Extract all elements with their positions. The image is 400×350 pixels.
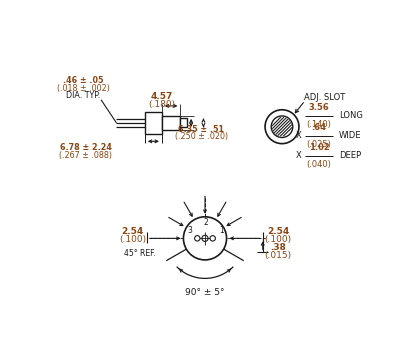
Text: 3: 3 bbox=[187, 226, 192, 235]
Text: (.025): (.025) bbox=[306, 140, 331, 149]
Text: (.140): (.140) bbox=[306, 120, 331, 129]
Circle shape bbox=[195, 236, 200, 241]
Text: (.040): (.040) bbox=[306, 160, 331, 169]
Text: 6.35 ± .51: 6.35 ± .51 bbox=[178, 125, 224, 133]
Text: X: X bbox=[296, 152, 302, 160]
Text: 4.57: 4.57 bbox=[151, 92, 173, 101]
Text: X: X bbox=[296, 132, 302, 140]
Bar bbox=[180, 118, 186, 127]
Circle shape bbox=[265, 110, 299, 144]
Text: (.100): (.100) bbox=[264, 234, 292, 244]
Text: 90° ± 5°: 90° ± 5° bbox=[185, 288, 225, 297]
Text: 2.54: 2.54 bbox=[267, 227, 289, 236]
Text: WIDE: WIDE bbox=[339, 132, 362, 140]
Text: .64: .64 bbox=[312, 123, 326, 132]
Text: (.015): (.015) bbox=[264, 251, 292, 260]
Text: ADJ. SLOT: ADJ. SLOT bbox=[304, 93, 345, 102]
Text: 6.78 ± 2.24: 6.78 ± 2.24 bbox=[60, 143, 112, 152]
Text: 45° REF.: 45° REF. bbox=[124, 249, 155, 258]
Bar bbox=[162, 116, 180, 130]
Text: (.180): (.180) bbox=[148, 100, 176, 109]
Circle shape bbox=[210, 236, 215, 241]
Text: (.100): (.100) bbox=[119, 234, 146, 244]
Text: DIA. TYP.: DIA. TYP. bbox=[66, 91, 100, 100]
Text: .38: .38 bbox=[270, 243, 286, 252]
Text: 3.56: 3.56 bbox=[308, 103, 329, 112]
Text: .46 ± .05: .46 ± .05 bbox=[63, 76, 104, 85]
Text: (.250 ± .020): (.250 ± .020) bbox=[174, 132, 228, 141]
Text: (.018 ± .002): (.018 ± .002) bbox=[57, 84, 110, 93]
Bar bbox=[145, 112, 162, 134]
Text: 1.02: 1.02 bbox=[308, 143, 329, 152]
Text: LONG: LONG bbox=[339, 111, 363, 120]
Text: DEEP: DEEP bbox=[339, 152, 361, 160]
Text: 1: 1 bbox=[220, 226, 224, 235]
Text: (.267 ± .088): (.267 ± .088) bbox=[59, 151, 112, 160]
Circle shape bbox=[271, 116, 293, 138]
Text: 2: 2 bbox=[203, 218, 208, 228]
Text: 2.54: 2.54 bbox=[122, 227, 144, 236]
